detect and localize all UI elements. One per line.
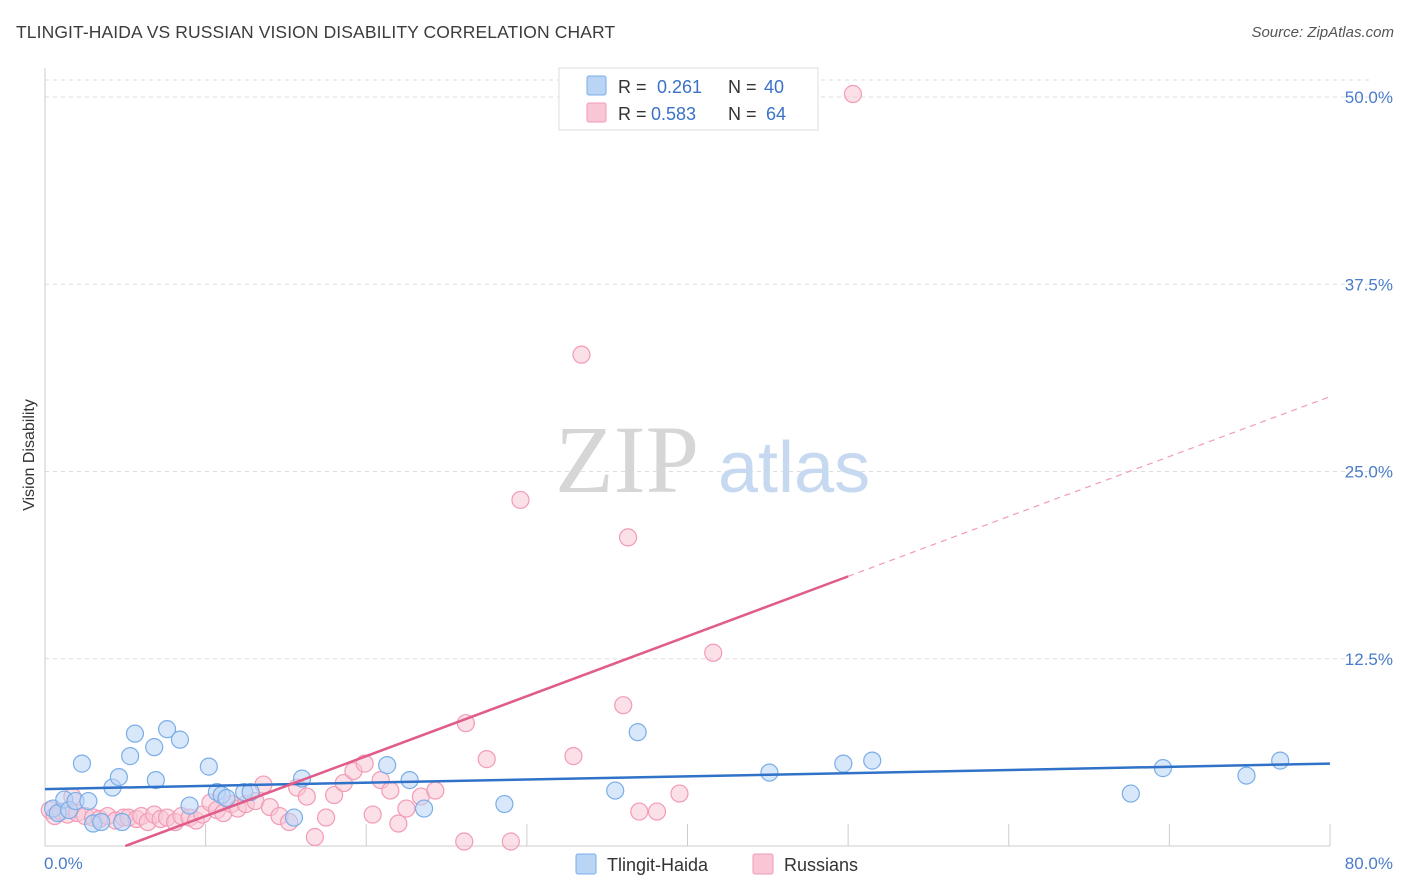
russians-point — [647, 802, 667, 821]
legend-n-label-1: N = — [728, 77, 757, 97]
tlingit-haida-point — [1121, 784, 1140, 803]
watermark: ZIP atlas — [555, 406, 870, 513]
tlingit-haida-point — [145, 738, 164, 757]
legend-tlingit-r: 0.261 — [657, 77, 702, 97]
russians-point — [426, 781, 445, 800]
tlingit-haida-point — [217, 788, 236, 808]
russians-point — [572, 345, 591, 364]
tlingit-haida-point — [400, 770, 419, 790]
russians-point — [363, 805, 382, 824]
trend-lines — [44, 396, 1331, 848]
y-tick-label: 25.0% — [1345, 463, 1393, 482]
tlingit-haida-point — [109, 767, 128, 787]
x-tick-label: 80.0% — [1345, 854, 1393, 873]
tlingit-haida-point — [72, 754, 92, 773]
tlingit-haida-point — [121, 747, 140, 766]
tlingit-haida-point — [1271, 751, 1290, 770]
watermark-zip: ZIP — [555, 406, 699, 513]
russians-point — [630, 802, 649, 821]
russians-point — [564, 747, 583, 766]
correlation-legend: R = 0.261 N = 40 R = 0.583 N = 64 — [558, 67, 819, 131]
russians-point — [618, 528, 638, 547]
russians-point — [511, 490, 530, 510]
legend-r-label-1: R = — [618, 77, 647, 97]
tlingit-haida-point — [157, 720, 177, 739]
legend-n-label-2: N = — [728, 104, 757, 124]
chart-title: TLINGIT-HAIDA VS RUSSIAN VISION DISABILI… — [16, 22, 616, 42]
russians-point — [614, 696, 633, 715]
tlingit-haida-point — [606, 781, 625, 800]
russians-point — [670, 784, 689, 803]
tlingit-haida-point — [146, 770, 165, 790]
legend-swatch-tlingit — [586, 75, 607, 96]
tlingit-haida-point — [112, 812, 132, 832]
russians-point — [305, 827, 324, 847]
tlingit-haida-point — [79, 791, 98, 811]
bottom-legend-swatch-tlingit — [575, 853, 597, 875]
tlingit-haida-point — [284, 808, 304, 827]
russians-trendline — [124, 575, 849, 848]
tlingit-haida-point — [414, 799, 434, 818]
russians-point — [843, 84, 863, 104]
tlingit-haida-point — [170, 730, 190, 749]
tlingit-haida-point — [863, 751, 882, 770]
y-tick-label: 12.5% — [1345, 650, 1393, 669]
tlingit-haida-point — [378, 756, 397, 775]
tlingit-haida-point — [628, 723, 647, 742]
watermark-atlas: atlas — [718, 428, 870, 508]
russians-point — [389, 814, 408, 833]
legend-r-label-2: R = — [618, 104, 647, 124]
y-axis-label: Vision Disability — [21, 399, 38, 511]
bottom-legend-swatch-russian — [752, 853, 774, 875]
tick-labels: 12.5% 25.0% 37.5% 50.0% 0.0% 80.0% — [44, 88, 1393, 873]
russians-point — [297, 787, 316, 806]
bottom-legend-russian: Russians — [784, 855, 858, 875]
tlingit-haida-point — [495, 794, 514, 814]
tlingit-haida-point — [1237, 766, 1256, 785]
legend-tlingit-n: 40 — [764, 77, 784, 97]
russians-point — [704, 643, 723, 662]
tlingit-haida-point — [199, 757, 218, 776]
russians-point — [455, 832, 474, 851]
legend-russian-r: 0.583 — [651, 104, 696, 124]
russians-point — [501, 832, 520, 851]
russians-point — [477, 750, 496, 769]
tlingit-haida-point — [180, 796, 199, 815]
y-tick-label: 37.5% — [1345, 275, 1393, 294]
y-tick-label: 50.0% — [1345, 88, 1393, 107]
tlingit-haida-point — [760, 763, 779, 782]
legend-russian-n: 64 — [766, 104, 786, 124]
russians-point — [381, 781, 400, 800]
tlingit-haida-point — [834, 754, 853, 773]
chart-source: Source: ZipAtlas.com — [1251, 24, 1394, 41]
russians-point — [397, 799, 416, 818]
tlingit-haida-point — [125, 724, 145, 743]
x-tick-label: 0.0% — [44, 854, 83, 873]
russians-trendline-extension — [847, 396, 1331, 577]
axes — [44, 68, 1331, 847]
bottom-legend-tlingit: Tlingit-Haida — [607, 855, 709, 875]
tlingit-haida-point — [92, 812, 111, 832]
legend-swatch-russian — [586, 102, 607, 123]
tlingit-haida-trendline — [44, 762, 1331, 791]
russians-point — [325, 785, 344, 805]
series-legend: Tlingit-Haida Russians — [575, 853, 858, 875]
gridlines — [45, 79, 1370, 660]
russians-point — [316, 808, 336, 827]
